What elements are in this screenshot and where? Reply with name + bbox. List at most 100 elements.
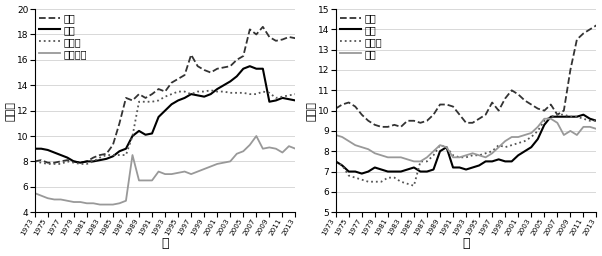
澳大利亚 bbox=[155, 170, 162, 173]
法国 bbox=[417, 160, 424, 163]
德国 bbox=[352, 105, 359, 108]
澳大利亚 bbox=[253, 134, 260, 137]
英国 bbox=[96, 158, 104, 162]
日本 bbox=[560, 115, 568, 118]
英国 bbox=[253, 67, 260, 70]
澳大利亚 bbox=[129, 154, 136, 157]
意大利 bbox=[404, 182, 411, 185]
德国 bbox=[384, 125, 391, 129]
德国 bbox=[411, 119, 418, 122]
法国 bbox=[411, 160, 418, 163]
加拿大 bbox=[265, 91, 273, 94]
德国 bbox=[469, 121, 476, 124]
日本 bbox=[495, 158, 502, 161]
意大利 bbox=[352, 176, 359, 179]
德国 bbox=[443, 103, 450, 106]
Line: 澳大利亚: 澳大利亚 bbox=[35, 136, 296, 205]
日本 bbox=[508, 160, 515, 163]
法国 bbox=[450, 156, 457, 159]
美国 bbox=[207, 71, 214, 74]
日本 bbox=[358, 172, 365, 175]
澳大利亚 bbox=[161, 173, 169, 176]
日本 bbox=[338, 164, 346, 167]
德国 bbox=[515, 93, 522, 96]
加拿大 bbox=[76, 162, 84, 165]
意大利 bbox=[515, 142, 522, 145]
法国 bbox=[443, 146, 450, 149]
法国 bbox=[534, 125, 541, 129]
意大利 bbox=[443, 146, 450, 149]
美国 bbox=[200, 68, 208, 71]
法国 bbox=[377, 154, 385, 157]
美国 bbox=[246, 28, 253, 31]
意大利 bbox=[476, 154, 483, 157]
英国 bbox=[122, 147, 129, 150]
美国 bbox=[155, 88, 162, 91]
Line: 美国: 美国 bbox=[35, 27, 296, 163]
英国 bbox=[64, 156, 71, 159]
澳大利亚 bbox=[76, 200, 84, 204]
日本 bbox=[352, 170, 359, 173]
意大利 bbox=[586, 119, 594, 122]
英国 bbox=[285, 98, 293, 101]
日本 bbox=[391, 170, 398, 173]
英国 bbox=[246, 65, 253, 68]
澳大利亚 bbox=[44, 197, 51, 200]
日本 bbox=[345, 170, 352, 173]
日本 bbox=[469, 166, 476, 169]
美国 bbox=[149, 93, 156, 96]
德国 bbox=[462, 121, 470, 124]
澳大利亚 bbox=[96, 203, 104, 206]
英国 bbox=[214, 88, 221, 91]
意大利 bbox=[541, 119, 548, 122]
英国 bbox=[200, 95, 208, 98]
英国 bbox=[142, 133, 149, 136]
加拿大 bbox=[285, 94, 293, 97]
澳大利亚 bbox=[175, 171, 182, 174]
加拿大 bbox=[90, 160, 97, 163]
德国 bbox=[456, 113, 463, 116]
日本 bbox=[580, 113, 587, 116]
法国 bbox=[541, 117, 548, 120]
法国 bbox=[580, 125, 587, 129]
澳大利亚 bbox=[103, 203, 110, 206]
日本 bbox=[436, 150, 444, 153]
法国 bbox=[332, 133, 340, 136]
Line: 意大利: 意大利 bbox=[336, 115, 597, 186]
英国 bbox=[279, 96, 286, 99]
美国 bbox=[194, 65, 201, 68]
意大利 bbox=[377, 180, 385, 183]
意大利 bbox=[534, 129, 541, 132]
日本 bbox=[593, 119, 600, 122]
法国 bbox=[593, 127, 600, 130]
意大利 bbox=[560, 113, 568, 116]
德国 bbox=[547, 103, 554, 106]
英国 bbox=[233, 75, 240, 78]
法国 bbox=[482, 156, 489, 159]
法国 bbox=[521, 133, 529, 136]
意大利 bbox=[495, 144, 502, 147]
意大利 bbox=[508, 144, 515, 147]
澳大利亚 bbox=[110, 203, 117, 206]
法国 bbox=[358, 146, 365, 149]
德国 bbox=[508, 89, 515, 92]
意大利 bbox=[371, 180, 379, 183]
德国 bbox=[495, 109, 502, 112]
意大利 bbox=[469, 154, 476, 157]
法国 bbox=[508, 135, 515, 138]
Line: 加拿大: 加拿大 bbox=[35, 90, 296, 164]
X-axis label: 年: 年 bbox=[462, 238, 470, 250]
英国 bbox=[272, 99, 279, 102]
英国 bbox=[240, 67, 247, 70]
加拿大 bbox=[57, 162, 64, 165]
澳大利亚 bbox=[226, 160, 234, 163]
法国 bbox=[586, 125, 594, 129]
意大利 bbox=[573, 115, 580, 118]
德国 bbox=[404, 119, 411, 122]
美国 bbox=[214, 67, 221, 70]
英国 bbox=[292, 99, 299, 102]
法国 bbox=[397, 156, 405, 159]
加拿大 bbox=[31, 160, 39, 163]
德国 bbox=[527, 103, 535, 106]
澳大利亚 bbox=[90, 202, 97, 205]
